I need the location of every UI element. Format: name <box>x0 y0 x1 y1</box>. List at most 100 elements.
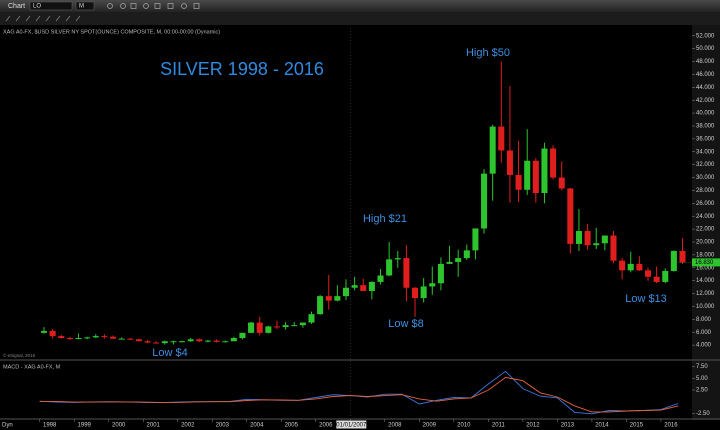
macd-line <box>39 376 679 413</box>
last-value-label: 16.830 <box>695 260 714 266</box>
candle-body <box>317 296 324 315</box>
candle-body <box>351 285 358 288</box>
y-tick-label: 50.000 <box>696 46 715 52</box>
tool[interactable] <box>5 15 11 22</box>
candle-body <box>515 174 522 190</box>
candle-body <box>584 231 591 246</box>
candle-body <box>412 287 419 299</box>
x-tick-label: 1998 <box>43 423 57 429</box>
icon[interactable] <box>193 3 200 9</box>
tool[interactable] <box>75 15 81 22</box>
candle-body <box>110 336 117 339</box>
copyright: © eSignal, 2016 <box>3 352 36 358</box>
x-tick-label: 2015 <box>630 423 644 429</box>
candle-body <box>662 270 669 282</box>
candle-body <box>187 339 194 342</box>
x-tick-label: 2004 <box>250 423 264 429</box>
candle-body <box>230 338 237 342</box>
icon[interactable] <box>143 3 149 9</box>
y-tick-label: 24.000 <box>696 214 715 220</box>
candle-body <box>532 160 539 193</box>
candle-body <box>334 296 341 301</box>
y-tick-label: 46.000 <box>696 72 715 78</box>
candle-body <box>325 296 332 301</box>
candle-body <box>222 341 229 343</box>
icon[interactable] <box>181 3 187 9</box>
tool[interactable] <box>55 15 61 22</box>
tool[interactable] <box>45 15 51 22</box>
tool[interactable] <box>35 15 41 22</box>
candle-body <box>550 148 557 178</box>
y-tick-label: 14.000 <box>696 278 715 284</box>
macd-y-tick-label: 7.50 <box>696 364 708 370</box>
candle-body <box>153 342 160 344</box>
x-tick-label: 1999 <box>78 423 92 429</box>
candle-body <box>265 326 272 333</box>
candle-body <box>342 287 350 297</box>
candle-body <box>161 341 168 344</box>
candle-body <box>541 148 548 193</box>
annotation: Low $8 <box>388 318 423 330</box>
candle-body <box>524 160 531 190</box>
y-tick-label: 48.000 <box>696 59 715 65</box>
y-tick-label: 4.000 <box>696 343 712 349</box>
y-tick-label: 40.000 <box>696 111 715 117</box>
title-bar <box>0 0 720 12</box>
candle-body <box>170 341 177 343</box>
candle-body <box>489 126 496 174</box>
candle-body <box>239 332 246 339</box>
annotation: Low $4 <box>152 347 187 359</box>
icon[interactable] <box>120 3 126 9</box>
x-tick-label: 2011 <box>492 423 506 429</box>
candle-body <box>291 325 298 327</box>
candle-body <box>127 338 134 340</box>
tool[interactable] <box>25 15 31 22</box>
candle-body <box>308 314 315 323</box>
icon[interactable] <box>130 3 137 9</box>
y-tick-label: 12.000 <box>696 291 715 297</box>
candle-body <box>144 341 151 343</box>
candle-body <box>429 283 436 287</box>
candle-body <box>420 286 427 299</box>
candle-body <box>282 325 289 328</box>
toolbar-icons <box>107 3 200 9</box>
interval-input[interactable] <box>75 1 95 11</box>
candle-body <box>101 336 108 338</box>
x-tick-label: 2013 <box>561 423 575 429</box>
x-tick-label: 2006 <box>319 423 333 429</box>
candle-body <box>196 339 203 342</box>
icon[interactable] <box>154 3 161 9</box>
tool[interactable] <box>15 15 21 22</box>
candle-body <box>610 235 617 261</box>
y-tick-label: 28.000 <box>696 188 715 194</box>
macd-y-tick-label: 2.50 <box>696 388 708 394</box>
icon[interactable] <box>107 3 113 9</box>
tool[interactable] <box>65 15 71 22</box>
icon[interactable] <box>167 3 174 9</box>
candle-body <box>653 276 660 282</box>
x-tick-label: 2005 <box>285 423 299 429</box>
macd-y-tick-label: 5.00 <box>696 376 708 382</box>
candle-body <box>118 338 125 340</box>
footer-mode[interactable]: Dyn <box>2 423 13 429</box>
y-tick-label: 30.000 <box>696 175 715 181</box>
candle-body <box>40 330 48 333</box>
annotation: Low $13 <box>625 293 667 305</box>
candle-body <box>627 263 634 271</box>
date-marker-box <box>336 420 367 429</box>
x-tick-label: 2016 <box>664 423 678 429</box>
chart-header: XAG A0-FX, $USD SILVER NY SPOT(OUNCE) CO… <box>3 29 220 35</box>
candle-body <box>179 341 186 343</box>
candle-body <box>472 228 479 251</box>
y-tick-label: 44.000 <box>696 85 715 91</box>
candle-body <box>506 150 513 175</box>
candle-body <box>567 188 574 244</box>
symbol-input[interactable] <box>29 1 73 11</box>
candle-body <box>481 173 488 229</box>
x-tick-label: 2000 <box>112 423 126 429</box>
y-tick-label: 26.000 <box>696 201 715 207</box>
candle-body <box>299 322 306 326</box>
candle-body <box>75 338 82 340</box>
x-tick-label: 2002 <box>181 423 195 429</box>
